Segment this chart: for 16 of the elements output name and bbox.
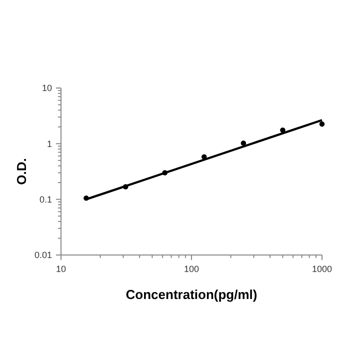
point xyxy=(319,121,325,127)
point xyxy=(240,140,246,146)
y-tick-label: 1 xyxy=(46,138,52,149)
y-tick-label: 10 xyxy=(42,83,52,94)
x-tick-label: 100 xyxy=(184,264,200,274)
y-tick-label: 0.1 xyxy=(39,194,52,204)
point xyxy=(84,196,89,201)
x-axis-title: Concentration(pg/ml) xyxy=(126,287,258,302)
x-tick-label: 10 xyxy=(56,264,66,274)
x-tick-label: 1000 xyxy=(312,264,332,274)
y-axis-title: O.D. xyxy=(14,158,29,185)
point xyxy=(280,127,286,133)
point xyxy=(162,170,168,176)
y-tick-label: 0.01 xyxy=(34,250,52,260)
point xyxy=(202,154,207,160)
point xyxy=(122,184,128,190)
